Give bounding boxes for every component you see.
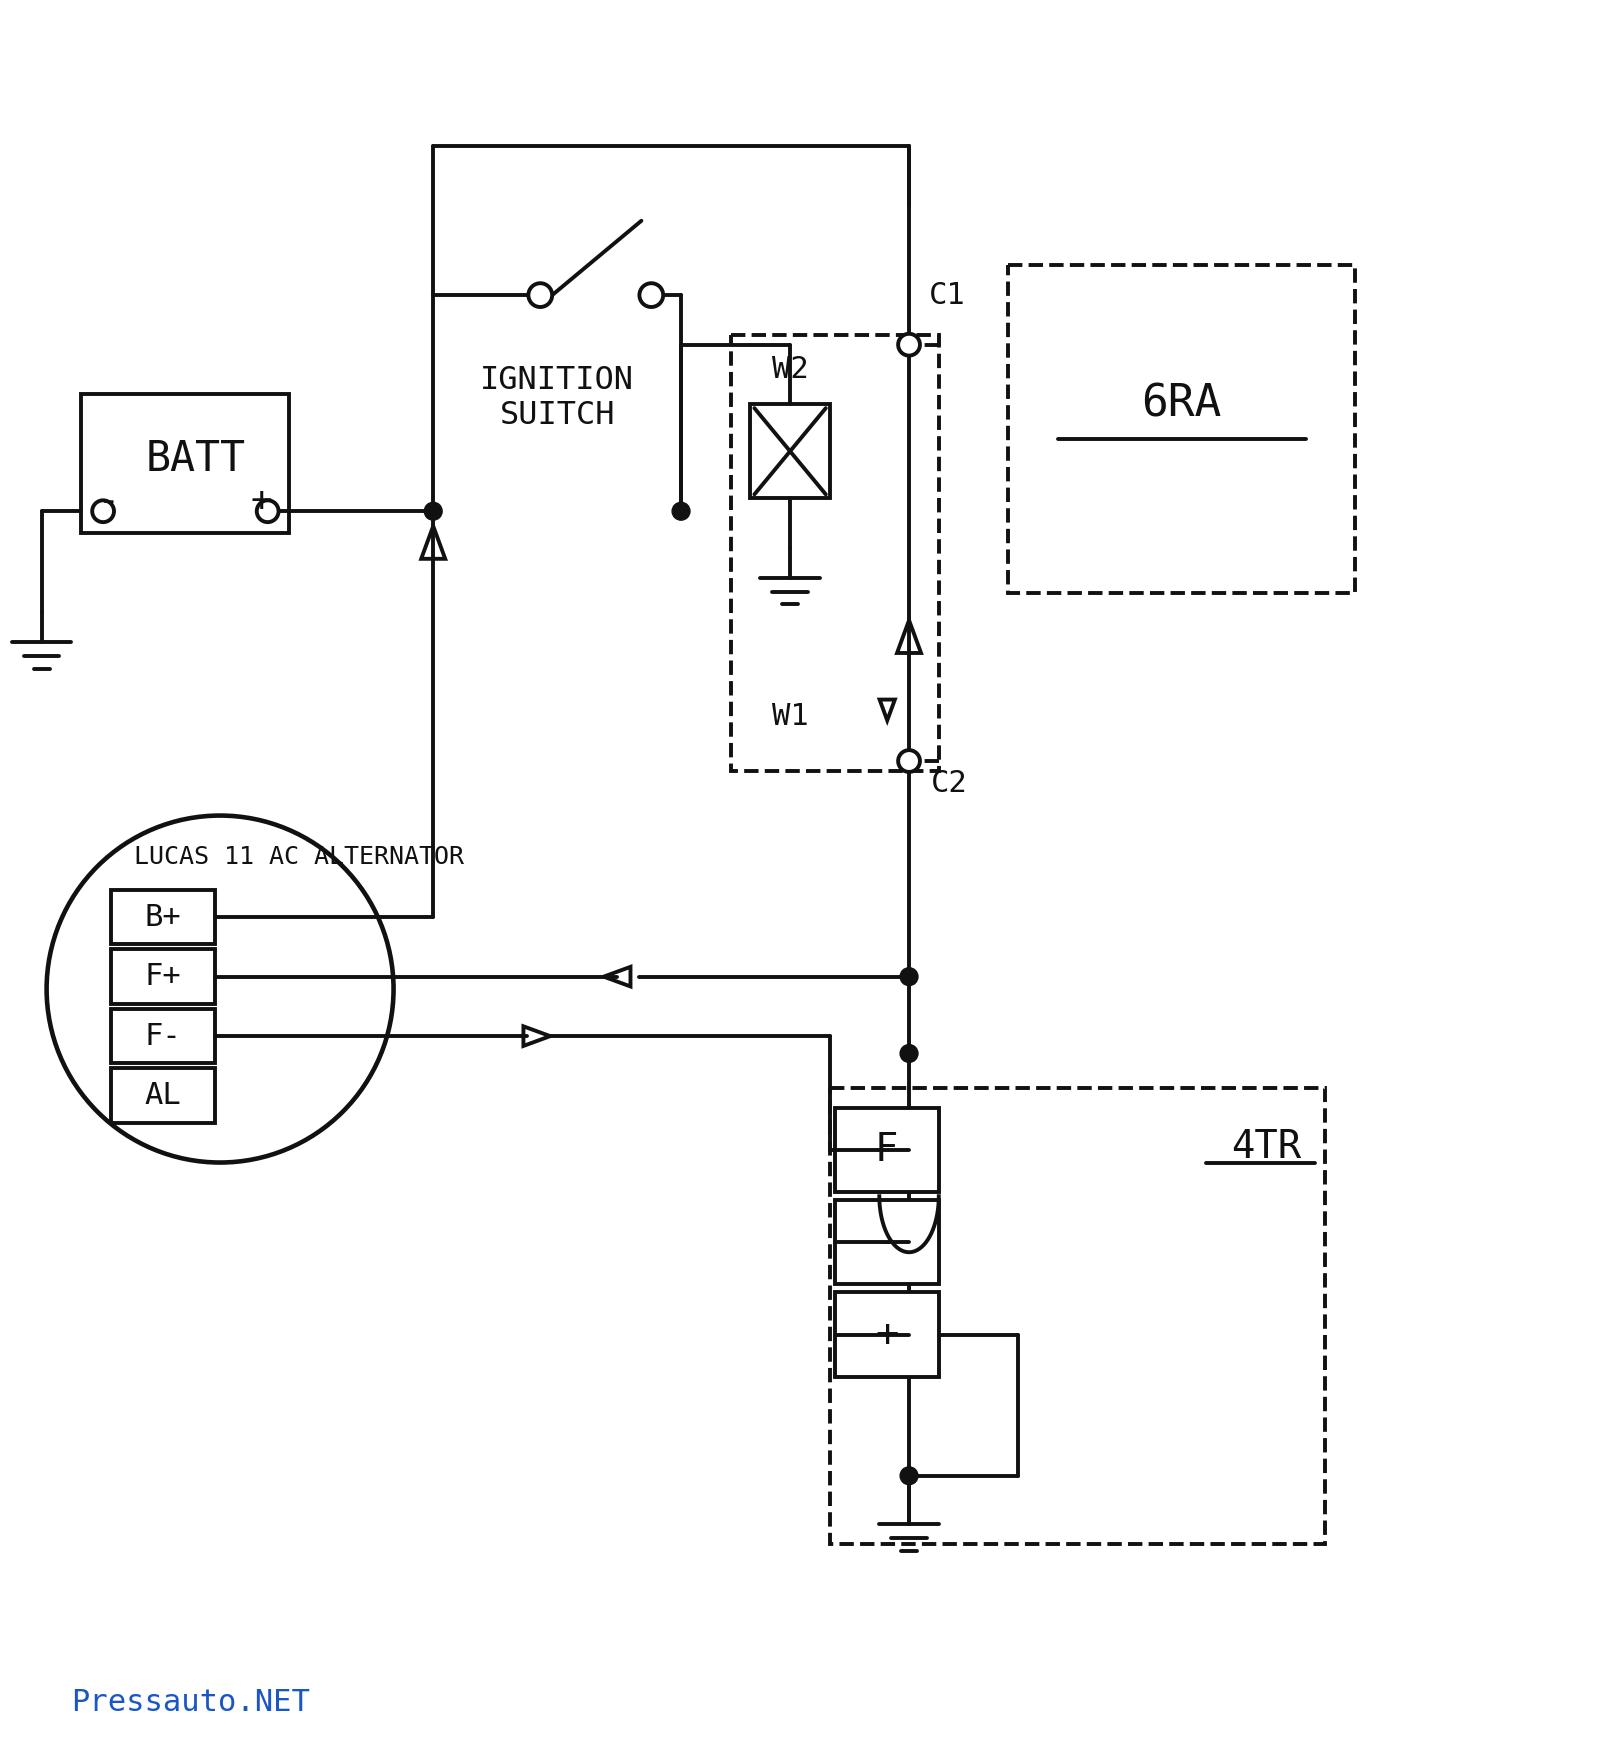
Text: F-: F- xyxy=(144,1022,181,1050)
Circle shape xyxy=(901,967,918,985)
Bar xyxy=(82,394,290,533)
Bar xyxy=(835,1293,939,1377)
Text: LUCAS 11 AC ALTERNATOR: LUCAS 11 AC ALTERNATOR xyxy=(134,846,464,869)
Text: W2: W2 xyxy=(771,355,808,383)
Bar xyxy=(110,890,214,945)
Circle shape xyxy=(898,749,920,772)
Text: 4TR: 4TR xyxy=(1230,1128,1301,1166)
Text: -: - xyxy=(98,484,120,519)
Text: W1: W1 xyxy=(771,702,808,732)
Text: 6RA: 6RA xyxy=(1141,383,1222,426)
Circle shape xyxy=(93,500,114,522)
Bar xyxy=(835,1200,939,1284)
Text: C1: C1 xyxy=(930,281,966,310)
Text: -: - xyxy=(875,1223,899,1261)
Text: BATT: BATT xyxy=(146,438,245,480)
Text: B+: B+ xyxy=(144,902,181,932)
Text: C2: C2 xyxy=(931,769,968,799)
Bar xyxy=(110,950,214,1004)
Text: +: + xyxy=(251,484,272,519)
Bar xyxy=(1008,266,1355,593)
Text: IGNITION
SUITCH: IGNITION SUITCH xyxy=(480,364,634,431)
Circle shape xyxy=(672,503,690,521)
Circle shape xyxy=(901,1467,918,1485)
Bar xyxy=(750,405,830,498)
Circle shape xyxy=(640,283,662,308)
Circle shape xyxy=(424,503,442,521)
Bar xyxy=(731,334,939,770)
Bar xyxy=(830,1089,1325,1544)
Circle shape xyxy=(256,500,278,522)
Text: Pressauto.NET: Pressauto.NET xyxy=(70,1689,310,1717)
Text: F+: F+ xyxy=(144,962,181,990)
Text: F: F xyxy=(875,1131,899,1170)
Circle shape xyxy=(901,1045,918,1062)
Bar xyxy=(110,1010,214,1064)
Bar xyxy=(110,1068,214,1122)
Text: AL: AL xyxy=(144,1082,181,1110)
Circle shape xyxy=(46,816,394,1163)
Circle shape xyxy=(528,283,552,308)
Text: +: + xyxy=(875,1316,899,1353)
Circle shape xyxy=(898,334,920,355)
Bar xyxy=(835,1108,939,1193)
